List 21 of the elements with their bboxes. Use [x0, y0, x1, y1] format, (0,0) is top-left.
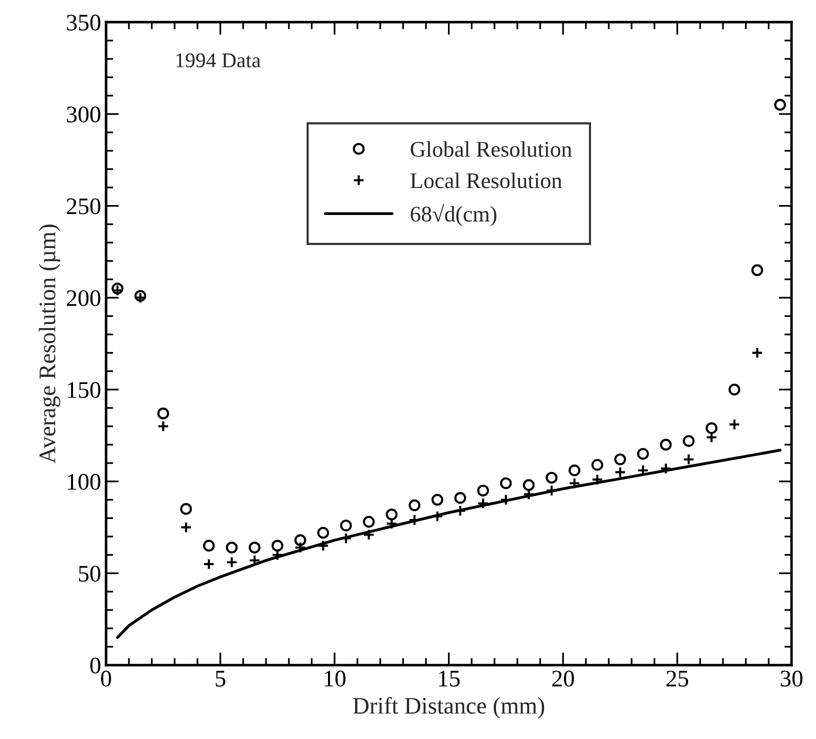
y-tick-label: 250 [66, 198, 100, 214]
y-tick-label: 200 [66, 290, 100, 306]
x-tick-label: 20 [552, 670, 574, 687]
y-tick-label: 0 [90, 658, 100, 674]
y-axis-title: Average Resolution (µm) [38, 224, 60, 464]
x-tick-label: 30 [780, 670, 802, 687]
x-tick-label: 0 [101, 670, 112, 687]
legend-label: 68√d(cm) [410, 204, 496, 226]
annotation: 1994 Data [176, 53, 261, 68]
x-tick-label: 25 [666, 670, 688, 687]
y-tick-label: 300 [66, 106, 100, 122]
x-tick-label: 5 [216, 670, 226, 687]
legend-label: Local Resolution [410, 172, 562, 188]
legend-label: Global Resolution [410, 141, 572, 157]
y-tick-label: 350 [66, 14, 100, 31]
x-tick-label: 10 [324, 670, 346, 687]
y-tick-label: 150 [68, 382, 100, 398]
x-axis-title: Drift Distance (mm) [353, 696, 544, 719]
x-tick-label: 15 [439, 670, 460, 687]
y-tick-label: 100 [68, 474, 100, 490]
y-tick-label: 50 [78, 566, 100, 582]
